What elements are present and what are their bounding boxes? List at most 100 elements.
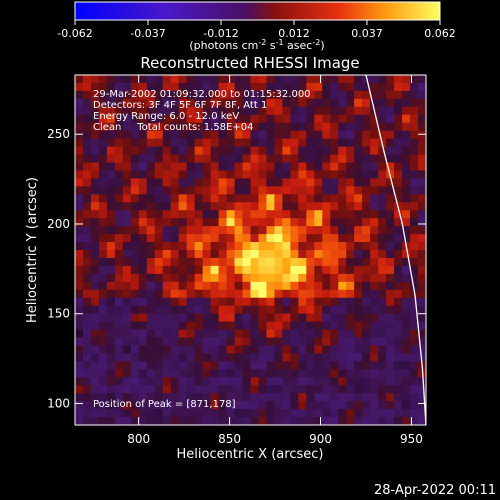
heatmap-cell [122, 106, 132, 116]
heatmap-cell [306, 321, 315, 330]
heatmap-cell [274, 114, 283, 124]
heatmap-cell [210, 75, 219, 84]
heatmap-cell [98, 385, 108, 394]
heatmap-cell [130, 122, 140, 131]
heatmap-cell [322, 210, 331, 219]
heatmap-cell [314, 82, 323, 92]
heatmap-cell [186, 313, 195, 322]
heatmap-cell [130, 138, 140, 147]
heatmap-cell [114, 122, 124, 131]
heatmap-cell [122, 194, 132, 203]
heatmap-cell [314, 345, 323, 354]
heatmap-cell [322, 75, 331, 84]
heatmap-cell [162, 178, 172, 187]
heatmap-cell [370, 242, 379, 251]
heatmap-cell [354, 218, 363, 227]
heatmap-cell [82, 409, 92, 418]
heatmap-cell [378, 122, 387, 131]
heatmap-cell [138, 162, 148, 171]
heatmap-cell [170, 257, 180, 267]
heatmap-cell [82, 122, 92, 131]
heatmap-cell [266, 98, 275, 108]
heatmap-cell [250, 281, 259, 291]
heatmap-cell [130, 337, 140, 346]
heatmap-cell [114, 90, 124, 100]
heatmap-cell [242, 138, 251, 147]
heatmap-cell [346, 361, 355, 370]
heatmap-cell [250, 265, 259, 275]
heatmap-cell [418, 106, 426, 116]
heatmap-cell [202, 186, 211, 195]
heatmap-cell [234, 329, 243, 338]
heatmap-cell [290, 353, 299, 362]
heatmap-cell [242, 130, 251, 139]
heatmap-cell [218, 393, 227, 402]
heatmap-cell [234, 353, 243, 362]
heatmap-cell [306, 305, 315, 314]
heatmap-cell [138, 377, 148, 386]
heatmap-cell [242, 242, 251, 251]
heatmap-cell [138, 385, 148, 394]
heatmap-cell [370, 138, 379, 147]
heatmap-cell [362, 226, 371, 235]
heatmap-cell [242, 305, 251, 314]
heatmap-cell [410, 369, 419, 378]
heatmap-cell [306, 210, 315, 219]
heatmap-cell [306, 401, 315, 410]
heatmap-cell [98, 337, 108, 346]
heatmap-cell [162, 122, 172, 131]
heatmap-cell [250, 154, 259, 163]
heatmap-cell [194, 321, 203, 330]
heatmap-cell [82, 162, 92, 171]
heatmap-cell [234, 138, 243, 147]
heatmap-cell [386, 178, 395, 187]
heatmap-cell [298, 297, 307, 306]
heatmap-cell [298, 313, 307, 322]
heatmap-cell [298, 250, 307, 259]
heatmap-cell [90, 98, 100, 108]
heatmap-cell [146, 146, 156, 155]
heatmap-cell [258, 329, 267, 338]
heatmap-cell [130, 194, 140, 203]
heatmap-cell [378, 401, 387, 410]
heatmap-cell [298, 82, 307, 92]
heatmap-cell [114, 377, 124, 386]
heatmap-cell [242, 75, 251, 84]
heatmap-cell [410, 313, 419, 322]
heatmap-cell [226, 122, 235, 131]
heatmap-cell [242, 401, 251, 410]
heatmap-cell [330, 417, 339, 425]
heatmap-cell [362, 417, 371, 425]
heatmap-cell [410, 170, 419, 179]
heatmap-cell [122, 154, 132, 163]
heatmap-cell [106, 178, 116, 187]
heatmap-cell [138, 234, 148, 243]
heatmap-cell [114, 321, 124, 330]
heatmap-cell [338, 377, 347, 386]
heatmap-cell [306, 281, 315, 291]
heatmap-cell [106, 329, 116, 338]
heatmap-cell [282, 385, 291, 394]
heatmap-cell [242, 369, 251, 378]
heatmap-cell [154, 345, 164, 354]
heatmap-cell [82, 353, 92, 362]
heatmap-cell [418, 202, 426, 211]
heatmap-cell [178, 170, 187, 179]
heatmap-cell [306, 417, 315, 425]
heatmap-cell [162, 170, 172, 179]
heatmap-cell [298, 361, 307, 370]
heatmap-cell [75, 417, 84, 425]
heatmap-cell [98, 226, 108, 235]
heatmap-cell [250, 226, 259, 235]
heatmap-cell [242, 409, 251, 418]
heatmap-cell [402, 265, 411, 275]
heatmap-cell [418, 178, 426, 187]
heatmap-cell [266, 281, 275, 291]
heatmap-cell [170, 162, 180, 171]
heatmap-cell [194, 226, 203, 235]
heatmap-cell [314, 385, 323, 394]
heatmap-cell [194, 385, 203, 394]
heatmap-cell [114, 305, 124, 314]
heatmap-cell [130, 170, 140, 179]
heatmap-cell [82, 218, 92, 227]
